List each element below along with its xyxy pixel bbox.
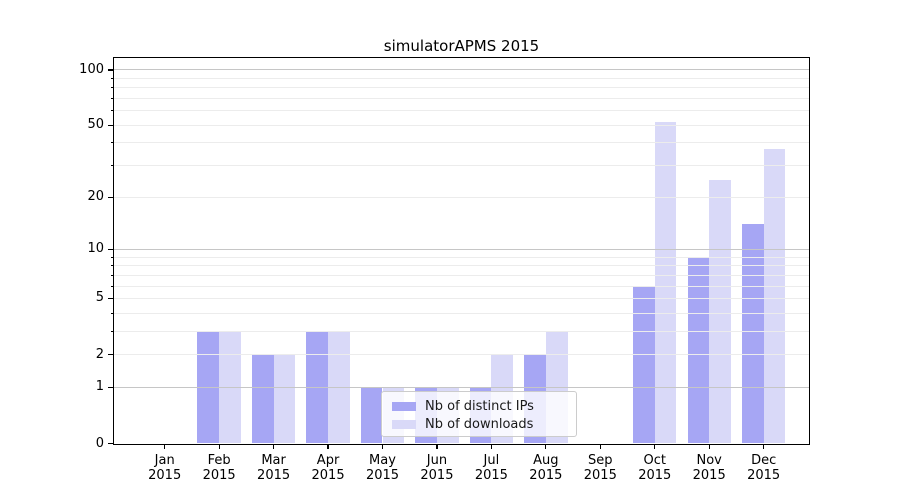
x-tick [490, 443, 492, 449]
legend-label-distinct-ips: Nb of distinct IPs [425, 398, 534, 414]
x-tick [654, 443, 656, 449]
minor-gridline [114, 297, 809, 299]
legend-swatch-downloads [392, 420, 416, 429]
y-tick [108, 69, 113, 71]
y-minor-tick [110, 256, 113, 258]
bar-downloads-oct [654, 122, 677, 444]
minor-gridline [114, 124, 809, 126]
bar-downloads-mar [273, 354, 296, 444]
y-minor-tick [110, 196, 113, 198]
y-minor-tick [110, 274, 113, 276]
chart-title: simulatorAPMS 2015 [383, 37, 540, 55]
x-tick [599, 443, 601, 449]
x-tick [327, 443, 329, 449]
y-tick-label: 2 [95, 346, 104, 362]
y-minor-tick [110, 77, 113, 79]
minor-gridline [114, 98, 809, 100]
minor-gridline [114, 165, 809, 167]
y-minor-tick [110, 265, 113, 267]
x-tick-label: Dec 2015 [747, 452, 781, 483]
minor-gridline [114, 110, 809, 112]
x-tick-label: Jun 2015 [420, 452, 454, 483]
y-tick [108, 386, 113, 388]
y-tick-label: 100 [79, 61, 104, 77]
minor-gridline [114, 312, 809, 314]
y-tick-label: 50 [87, 117, 104, 133]
bar-distinct-ips-mar [251, 354, 274, 444]
x-tick [218, 443, 220, 449]
bar-downloads-dec [763, 149, 786, 444]
x-tick-label: Sep 2015 [583, 452, 617, 483]
minor-gridline [114, 265, 809, 267]
y-tick [108, 442, 113, 445]
x-tick [763, 443, 765, 449]
y-minor-tick [110, 330, 113, 332]
minor-gridline [114, 142, 809, 144]
y-minor-tick [110, 165, 113, 167]
minor-gridline [114, 196, 809, 198]
minor-gridline [114, 87, 809, 89]
y-tick-label: 10 [87, 241, 104, 257]
minor-gridline [114, 354, 809, 356]
y-tick-label: 1 [95, 379, 104, 395]
major-gridline [114, 69, 809, 71]
legend-label-downloads: Nb of downloads [425, 416, 534, 432]
y-tick [108, 248, 113, 251]
minor-gridline [114, 77, 809, 79]
y-tick-label: 20 [87, 189, 104, 205]
bar-distinct-ips-oct [633, 286, 655, 444]
x-tick [273, 443, 275, 449]
x-tick [545, 443, 547, 449]
legend-swatch-distinct-ips [392, 402, 416, 411]
y-minor-tick [110, 354, 113, 356]
y-minor-tick [110, 142, 113, 144]
minor-gridline [114, 285, 809, 287]
major-gridline [114, 248, 809, 250]
major-gridline [114, 386, 809, 388]
x-tick-label: Feb 2015 [202, 452, 236, 483]
x-tick [436, 443, 438, 449]
legend-item-downloads: Nb of downloads [392, 416, 576, 433]
y-tick-label: 5 [95, 290, 104, 306]
minor-gridline [114, 256, 809, 258]
minor-gridline [114, 274, 809, 276]
y-minor-tick [110, 98, 113, 100]
y-tick-label: 0 [95, 435, 104, 451]
bar-distinct-ips-dec [741, 224, 764, 444]
x-tick [164, 443, 166, 449]
x-tick-label: Aug 2015 [529, 452, 563, 483]
x-tick-label: Jul 2015 [474, 452, 508, 483]
y-minor-tick [110, 312, 113, 314]
x-tick [381, 443, 384, 449]
y-minor-tick [110, 87, 113, 89]
x-tick-label: Mar 2015 [257, 452, 291, 483]
bar-distinct-ips-nov [687, 257, 710, 444]
legend-item-distinct-ips: Nb of distinct IPs [392, 398, 576, 415]
x-tick-label: Apr 2015 [311, 452, 345, 483]
x-tick [708, 443, 710, 449]
x-tick-label: Oct 2015 [638, 452, 672, 483]
legend: Nb of distinct IPs Nb of downloads [381, 391, 577, 437]
y-minor-tick [110, 110, 113, 112]
y-minor-tick [110, 124, 113, 126]
y-minor-tick [110, 297, 113, 299]
bar-downloads-nov [709, 179, 731, 444]
x-tick-label: May 2015 [365, 452, 400, 483]
x-tick-label: Jan 2015 [148, 452, 182, 483]
minor-gridline [114, 330, 809, 332]
x-tick-label: Nov 2015 [692, 452, 726, 483]
y-minor-tick [110, 285, 113, 287]
bar-distinct-ips-may [360, 387, 383, 444]
